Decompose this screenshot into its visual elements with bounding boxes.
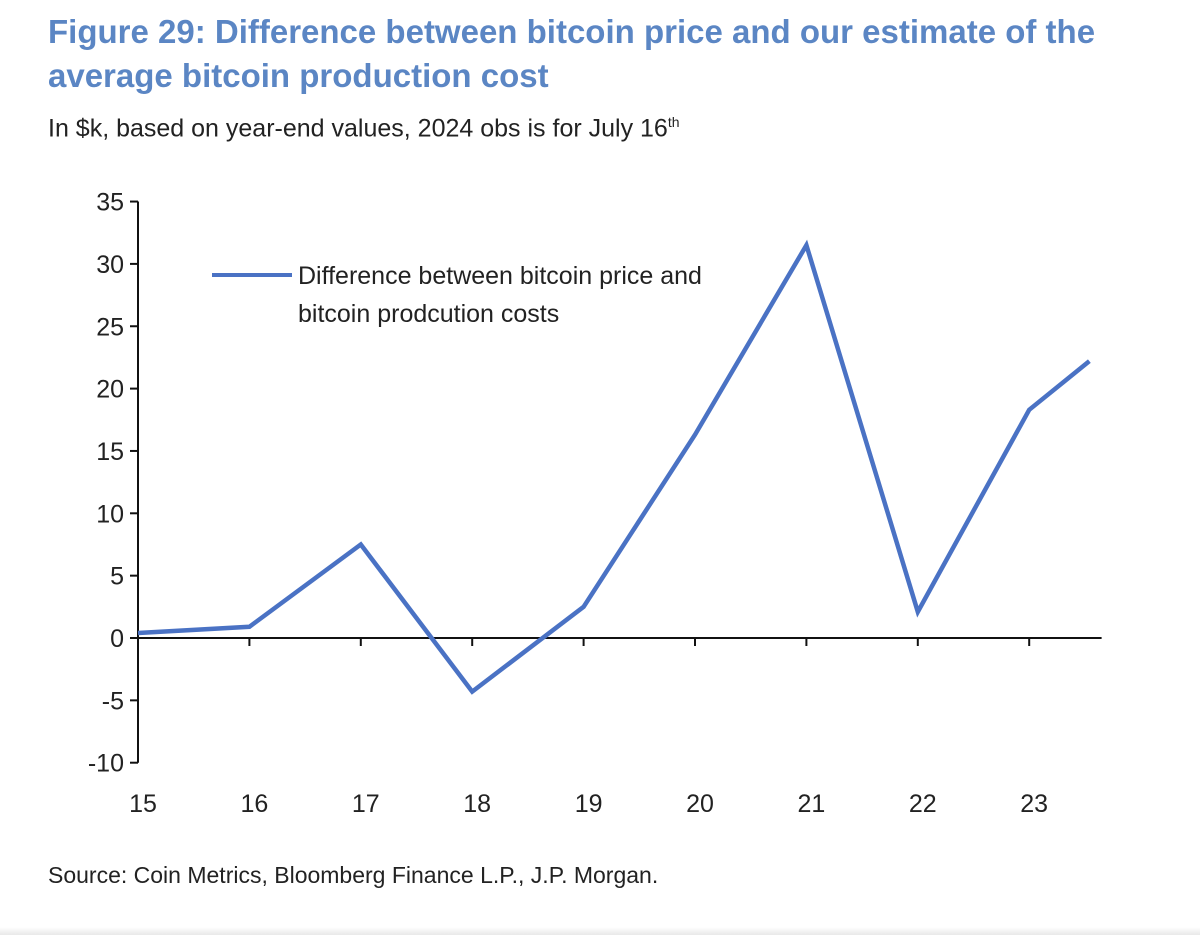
chart-title: Figure 29: Difference between bitcoin pr… — [48, 13, 1096, 94]
subtitle-superscript: th — [667, 114, 680, 130]
page-edge — [0, 927, 1200, 935]
y-tick-label: -5 — [102, 687, 124, 715]
x-tick-label: 16 — [240, 790, 268, 818]
x-tick-label: 20 — [686, 790, 714, 818]
chart-subtitle: In $k, based on year-end values, 2024 ob… — [48, 114, 680, 143]
source-note: Source: Coin Metrics, Bloomberg Finance … — [48, 862, 659, 888]
legend: Difference between bitcoin price and bitc… — [212, 262, 702, 328]
x-tick-label: 19 — [575, 790, 603, 818]
y-tick-label: 25 — [96, 313, 124, 341]
series-line — [137, 239, 1091, 695]
y-tick-label: 35 — [96, 189, 124, 217]
axes — [130, 200, 1102, 764]
subtitle-text: In $k, based on year-end values, 2024 ob… — [48, 114, 668, 143]
y-tick-label: 10 — [96, 500, 124, 528]
x-tick-label: 17 — [352, 790, 380, 818]
y-tick-label: 30 — [96, 251, 124, 279]
series — [137, 239, 1091, 695]
y-tick-label: 15 — [96, 438, 124, 466]
legend-label: Difference between bitcoin price and — [298, 262, 702, 290]
legend-label: bitcoin prodcution costs — [298, 300, 559, 328]
y-tick-label: 5 — [110, 563, 124, 591]
y-tick-label: 0 — [110, 625, 124, 653]
x-tick-label: 22 — [909, 790, 937, 818]
x-tick-label: 23 — [1020, 790, 1048, 818]
y-tick-label: 20 — [96, 376, 124, 404]
x-tick-label: 18 — [463, 790, 491, 818]
y-tick-label: -10 — [88, 750, 124, 778]
x-tick-label: 21 — [797, 790, 825, 818]
x-tick-label: 15 — [129, 790, 157, 818]
